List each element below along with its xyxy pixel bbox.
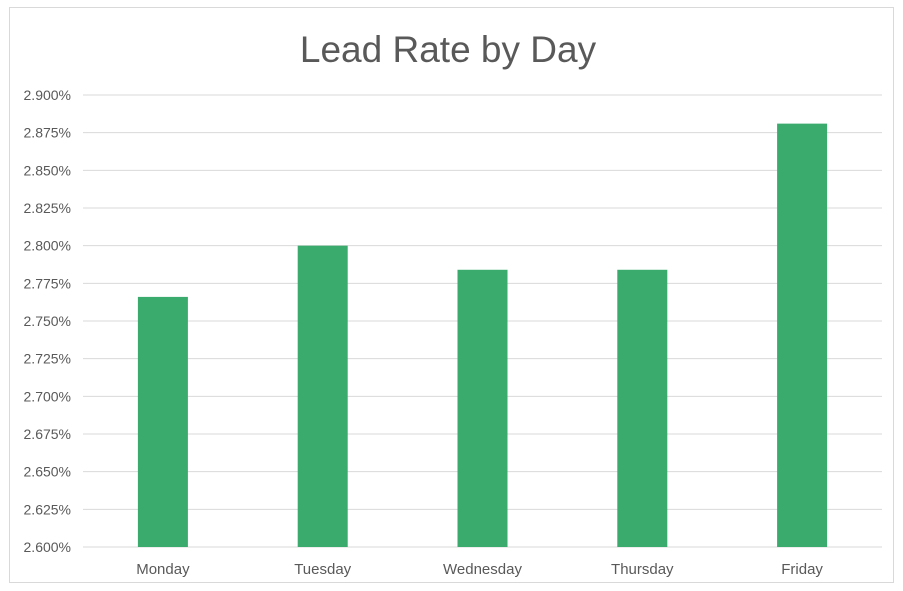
y-tick-label: 2.625% bbox=[24, 501, 71, 517]
y-tick-label: 2.800% bbox=[24, 238, 71, 254]
y-tick-label: 2.650% bbox=[24, 464, 71, 480]
y-tick-label: 2.875% bbox=[24, 125, 71, 141]
x-category-label: Monday bbox=[136, 561, 190, 578]
y-tick-label: 2.600% bbox=[24, 539, 71, 555]
y-tick-label: 2.775% bbox=[24, 275, 71, 291]
y-tick-label: 2.725% bbox=[24, 351, 71, 367]
chart-title: Lead Rate by Day bbox=[300, 29, 597, 70]
bars bbox=[137, 123, 828, 548]
y-tick-label: 2.700% bbox=[24, 388, 71, 404]
chart-frame: Lead Rate by Day 2.600% 2.625% 2.650% 2.675… bbox=[9, 7, 894, 583]
bar-friday bbox=[777, 123, 828, 548]
y-tick-label: 2.850% bbox=[24, 162, 71, 178]
x-category-label: Tuesday bbox=[294, 561, 351, 578]
bar-chart: Lead Rate by Day 2.600% 2.625% 2.650% 2.675… bbox=[24, 29, 882, 578]
x-axis-category-labels: Monday Tuesday Wednesday Thursday Friday bbox=[136, 561, 823, 578]
y-tick-label: 2.825% bbox=[24, 200, 71, 216]
bar-thursday bbox=[617, 269, 668, 547]
x-category-label: Friday bbox=[781, 561, 823, 578]
bar-wednesday bbox=[457, 269, 508, 547]
y-tick-label: 2.675% bbox=[24, 426, 71, 442]
x-category-label: Wednesday bbox=[443, 561, 522, 578]
y-tick-label: 2.900% bbox=[24, 87, 71, 103]
y-axis-tick-labels: 2.600% 2.625% 2.650% 2.675% 2.700% 2.725% 2.75… bbox=[24, 87, 71, 555]
x-category-label: Thursday bbox=[611, 561, 674, 578]
bar-monday bbox=[137, 296, 188, 547]
y-tick-label: 2.750% bbox=[24, 313, 71, 329]
bar-tuesday bbox=[297, 245, 348, 547]
